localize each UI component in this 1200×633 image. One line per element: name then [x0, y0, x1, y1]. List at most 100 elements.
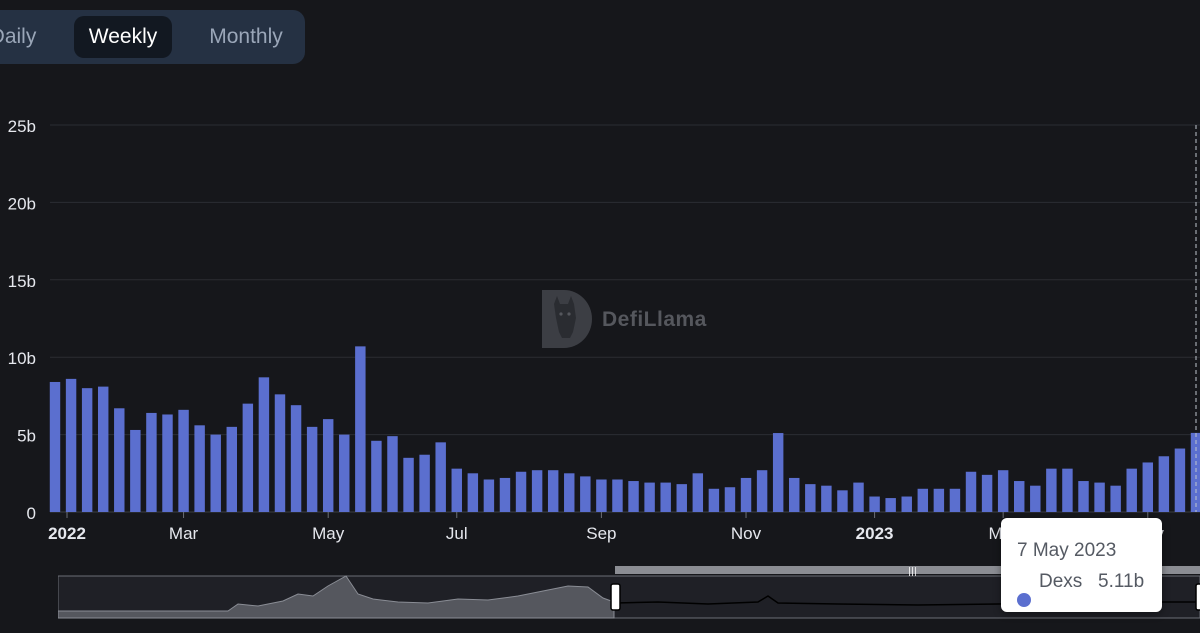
navigator-selection-bar[interactable]	[615, 566, 1200, 574]
navigator-area-unselected	[57, 575, 615, 619]
llama-logo-icon	[542, 290, 592, 348]
bar[interactable]	[1062, 468, 1073, 512]
y-tick-label: 15b	[8, 272, 36, 291]
bar[interactable]	[612, 479, 623, 512]
bar[interactable]	[1094, 482, 1105, 512]
bar[interactable]	[130, 429, 141, 512]
bar[interactable]	[837, 490, 848, 512]
y-tick-label: 25b	[8, 117, 36, 136]
bar[interactable]	[387, 436, 398, 512]
bar[interactable]	[692, 473, 704, 512]
bar[interactable]	[1142, 462, 1154, 512]
bar[interactable]	[97, 386, 109, 512]
bar[interactable]	[339, 434, 350, 512]
watermark-text: DefiLlama	[602, 308, 707, 331]
bar[interactable]	[1030, 485, 1041, 512]
bar[interactable]	[869, 496, 880, 512]
bar[interactable]	[499, 477, 511, 512]
x-tick-label: Sep	[586, 524, 616, 543]
bar[interactable]	[676, 484, 687, 512]
bar[interactable]	[226, 426, 237, 512]
bar[interactable]	[290, 405, 302, 512]
bar[interactable]	[419, 454, 430, 512]
bar[interactable]	[65, 378, 77, 512]
y-tick-label: 0	[27, 504, 36, 523]
bar[interactable]	[965, 471, 977, 512]
bar[interactable]	[1158, 456, 1170, 512]
bar[interactable]	[756, 470, 768, 512]
x-tick-label: May	[312, 524, 345, 543]
bar[interactable]	[644, 482, 655, 512]
bar[interactable]	[371, 440, 382, 512]
bar[interactable]	[210, 434, 221, 512]
bar[interactable]	[580, 476, 591, 512]
bar[interactable]	[451, 468, 462, 512]
bar[interactable]	[885, 498, 896, 512]
bar[interactable]	[531, 470, 543, 512]
bar[interactable]	[772, 433, 784, 512]
bar[interactable]	[997, 470, 1009, 512]
bar[interactable]	[805, 484, 816, 512]
bar[interactable]	[789, 477, 800, 512]
tooltip-series-value: 5.11b	[1098, 571, 1145, 592]
bar[interactable]	[547, 470, 559, 512]
bar[interactable]	[467, 473, 479, 512]
bar[interactable]	[355, 346, 366, 512]
bar[interactable]	[1126, 468, 1137, 512]
navigator-grip-icon: |||	[908, 567, 917, 577]
bar[interactable]	[917, 488, 929, 512]
bar[interactable]	[435, 442, 446, 512]
bar[interactable]	[981, 474, 993, 512]
bar[interactable]	[724, 487, 736, 512]
bar[interactable]	[708, 488, 720, 512]
bar[interactable]	[740, 477, 752, 512]
bar[interactable]	[81, 388, 93, 512]
toggle-weekly[interactable]: Weekly	[74, 16, 172, 58]
bar[interactable]	[564, 473, 575, 512]
bar[interactable]	[821, 485, 832, 512]
bar[interactable]	[49, 381, 61, 512]
bar[interactable]	[1078, 481, 1089, 512]
bar[interactable]	[258, 377, 270, 512]
bar[interactable]	[322, 419, 334, 512]
x-tick-label: 2022	[48, 524, 86, 543]
bar[interactable]	[901, 496, 912, 512]
bar[interactable]	[596, 479, 607, 512]
toggle-monthly[interactable]: Monthly	[209, 25, 283, 48]
navigator-right-handle[interactable]	[1195, 583, 1200, 611]
navigator-left-handle[interactable]	[610, 583, 621, 611]
watermark: DefiLlama	[540, 288, 730, 350]
x-tick-label: Jul	[446, 524, 468, 543]
bar[interactable]	[403, 457, 414, 512]
x-tick-label: Mar	[169, 524, 199, 543]
bar[interactable]	[114, 408, 125, 512]
y-tick-label: 10b	[8, 349, 36, 368]
bar[interactable]	[242, 403, 254, 512]
bar[interactable]	[1174, 448, 1186, 512]
tooltip-series-dot-icon	[1017, 593, 1031, 607]
toggle-daily[interactable]: Daily	[0, 25, 37, 48]
y-tick-label: 20b	[8, 194, 36, 213]
bar[interactable]	[483, 479, 495, 512]
bar[interactable]	[162, 414, 173, 512]
range-toggle-group: Daily Weekly Monthly	[0, 10, 305, 64]
bar[interactable]	[628, 481, 639, 512]
bar[interactable]	[853, 482, 864, 512]
bar[interactable]	[660, 482, 671, 512]
bar[interactable]	[515, 471, 527, 512]
bar[interactable]	[194, 425, 205, 512]
bar[interactable]	[146, 412, 157, 512]
bar[interactable]	[1046, 468, 1057, 512]
bar[interactable]	[949, 488, 961, 512]
bar[interactable]	[274, 394, 286, 512]
bar[interactable]	[1110, 485, 1121, 512]
tooltip: 7 May 2023 Dexs 5.11b	[1001, 518, 1162, 612]
x-tick-label: 2023	[856, 524, 894, 543]
tooltip-series-name: Dexs	[1039, 571, 1083, 592]
bar[interactable]	[933, 488, 945, 512]
bar[interactable]	[1190, 432, 1200, 512]
bar[interactable]	[178, 409, 189, 512]
bar[interactable]	[306, 426, 318, 512]
bar[interactable]	[1014, 481, 1025, 512]
